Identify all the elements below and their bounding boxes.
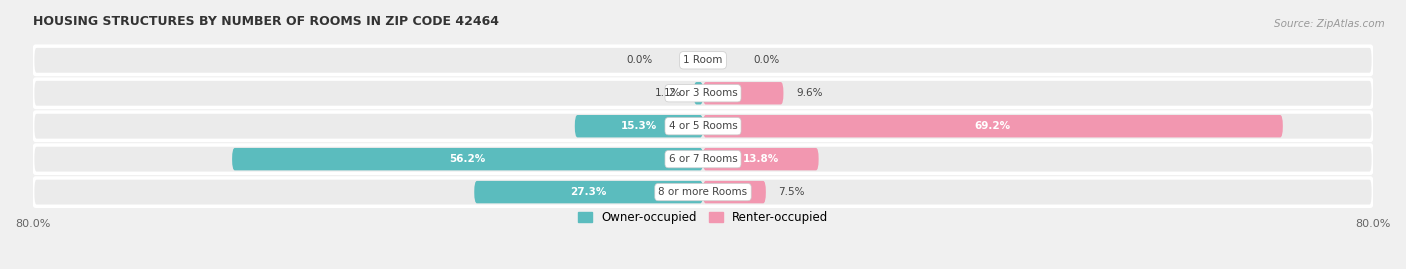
FancyBboxPatch shape [703, 115, 1282, 137]
Legend: Owner-occupied, Renter-occupied: Owner-occupied, Renter-occupied [572, 206, 834, 229]
Text: 69.2%: 69.2% [974, 121, 1011, 131]
Text: 27.3%: 27.3% [571, 187, 607, 197]
Text: 0.0%: 0.0% [754, 55, 779, 65]
FancyBboxPatch shape [703, 181, 766, 203]
Text: 56.2%: 56.2% [450, 154, 485, 164]
Text: 2 or 3 Rooms: 2 or 3 Rooms [669, 88, 737, 98]
Text: 6 or 7 Rooms: 6 or 7 Rooms [669, 154, 737, 164]
FancyBboxPatch shape [32, 145, 1374, 173]
Text: HOUSING STRUCTURES BY NUMBER OF ROOMS IN ZIP CODE 42464: HOUSING STRUCTURES BY NUMBER OF ROOMS IN… [32, 15, 499, 28]
Text: 4 or 5 Rooms: 4 or 5 Rooms [669, 121, 737, 131]
Text: 8 or more Rooms: 8 or more Rooms [658, 187, 748, 197]
FancyBboxPatch shape [474, 181, 703, 203]
Text: Source: ZipAtlas.com: Source: ZipAtlas.com [1274, 19, 1385, 29]
Text: 13.8%: 13.8% [742, 154, 779, 164]
FancyBboxPatch shape [32, 46, 1374, 75]
FancyBboxPatch shape [32, 178, 1374, 206]
FancyBboxPatch shape [575, 115, 703, 137]
FancyBboxPatch shape [693, 82, 703, 104]
Text: 9.6%: 9.6% [796, 88, 823, 98]
Text: 7.5%: 7.5% [779, 187, 804, 197]
Text: 0.0%: 0.0% [627, 55, 652, 65]
Text: 1 Room: 1 Room [683, 55, 723, 65]
Text: 1.1%: 1.1% [655, 88, 682, 98]
FancyBboxPatch shape [32, 79, 1374, 107]
FancyBboxPatch shape [232, 148, 703, 170]
Text: 15.3%: 15.3% [621, 121, 657, 131]
FancyBboxPatch shape [703, 148, 818, 170]
FancyBboxPatch shape [703, 82, 783, 104]
FancyBboxPatch shape [32, 112, 1374, 140]
